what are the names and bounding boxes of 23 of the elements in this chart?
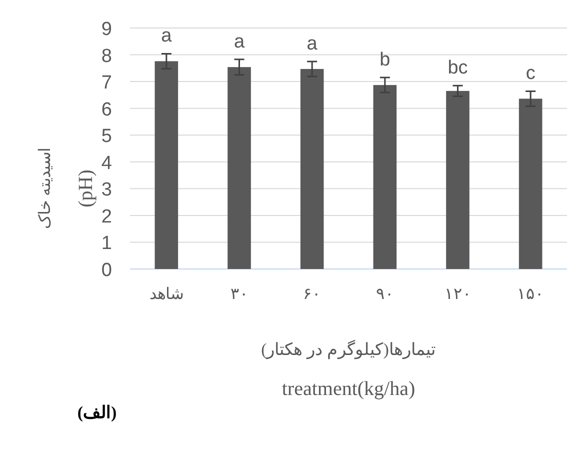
x-tick-label: شاهد (149, 286, 184, 303)
y-tick-label: 8 (101, 46, 112, 67)
x-tick-label: ۱۵۰ (517, 286, 544, 303)
y-tick-label: 1 (101, 233, 112, 254)
y-tick-label: 6 (101, 99, 112, 120)
x-tick-label: ۳۰ (230, 286, 248, 303)
annotation: a (306, 33, 318, 54)
x-tick-label: ۱۲۰ (444, 286, 472, 303)
annotation: c (526, 63, 536, 84)
text: (الف) (77, 403, 117, 422)
y-tick-label: 9 (101, 19, 112, 40)
x-tick-label: ۶۰ (303, 286, 322, 303)
y-tick-label: 2 (101, 206, 112, 228)
y-tick-label: 0 (101, 260, 112, 281)
annotation: bc (448, 58, 468, 79)
y-tick-label: 3 (101, 180, 112, 201)
y-tick-label: 4 (101, 152, 112, 174)
y-tick-label: 7 (101, 72, 112, 94)
annotation: a (161, 26, 172, 47)
annotation: b (380, 50, 390, 71)
annotation: a (234, 31, 245, 52)
y-tick-label: 5 (101, 126, 112, 148)
x-tick-label: ۹۰ (376, 286, 394, 303)
